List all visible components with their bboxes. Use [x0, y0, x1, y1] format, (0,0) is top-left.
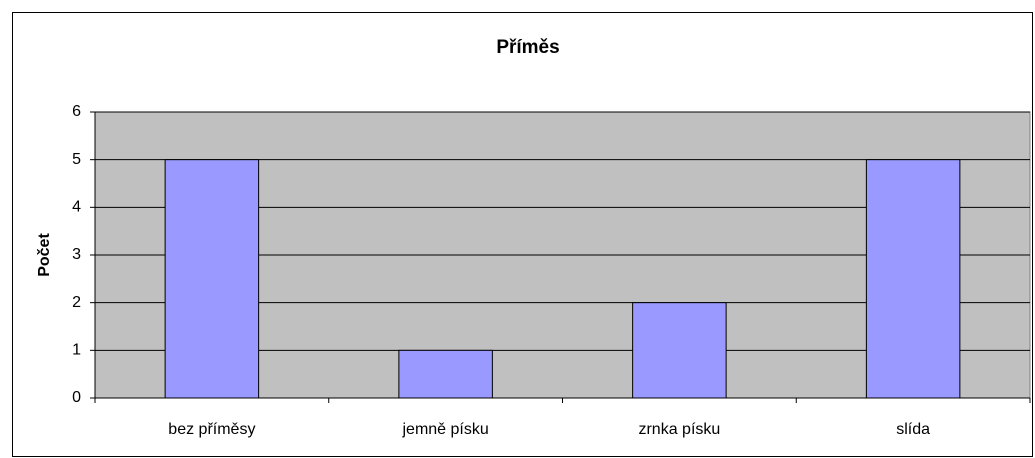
- bar: [164, 159, 260, 399]
- x-tick-label: slída: [896, 421, 930, 438]
- y-tick-label: 1: [72, 342, 81, 359]
- x-tick-label: zrnka písku: [638, 421, 720, 438]
- bar: [632, 302, 727, 399]
- y-tick-label: 0: [72, 389, 81, 406]
- bar: [398, 349, 493, 399]
- y-axis-label: Počet: [36, 233, 53, 277]
- x-tick-label: jemně písku: [401, 421, 488, 438]
- y-tick-label: 5: [72, 151, 81, 168]
- y-tick-label: 2: [72, 294, 81, 311]
- bar: [865, 159, 961, 399]
- y-tick-label: 3: [72, 246, 81, 263]
- chart-title: Příměs: [496, 37, 559, 58]
- x-tick-label: bez příměsy: [168, 421, 255, 438]
- y-tick-label: 4: [72, 199, 81, 216]
- y-tick-label: 6: [72, 103, 81, 120]
